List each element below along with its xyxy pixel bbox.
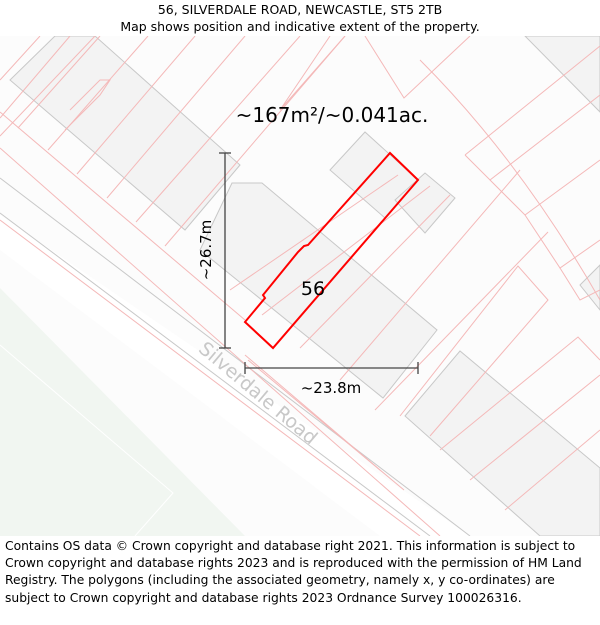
map-subtitle: Map shows position and indicative extent… <box>120 19 480 34</box>
page-header: 56, SILVERDALE ROAD, NEWCASTLE, ST5 2TB … <box>0 0 600 37</box>
property-map[interactable]: ~167m²/~0.041ac. 56 ~26.7m ~23.8m Silver… <box>0 36 600 536</box>
map-canvas: ~167m²/~0.041ac. 56 ~26.7m ~23.8m Silver… <box>0 36 600 536</box>
building <box>524 36 600 113</box>
green-space <box>0 288 245 536</box>
area-label: ~167m²/~0.041ac. <box>236 103 429 127</box>
width-measure-label: ~23.8m <box>301 379 362 397</box>
building <box>579 264 600 311</box>
property-boundary[interactable] <box>243 151 420 350</box>
building <box>404 350 600 536</box>
measurement-lines <box>219 152 419 374</box>
road-edge <box>0 212 431 536</box>
road-edge <box>0 219 421 536</box>
attribution-text: Contains OS data © Crown copyright and d… <box>5 539 582 605</box>
property-address-title: 56, SILVERDALE ROAD, NEWCASTLE, ST5 2TB <box>157 2 443 17</box>
road-edge <box>0 177 471 536</box>
building <box>9 36 241 231</box>
height-measure-label: ~26.7m <box>197 220 215 281</box>
parcel-boundaries <box>0 36 600 536</box>
plot-number-label: 56 <box>301 278 325 300</box>
road-surface <box>0 215 470 536</box>
building <box>199 182 438 399</box>
green-space-boundary <box>0 344 174 536</box>
buildings <box>9 36 600 536</box>
